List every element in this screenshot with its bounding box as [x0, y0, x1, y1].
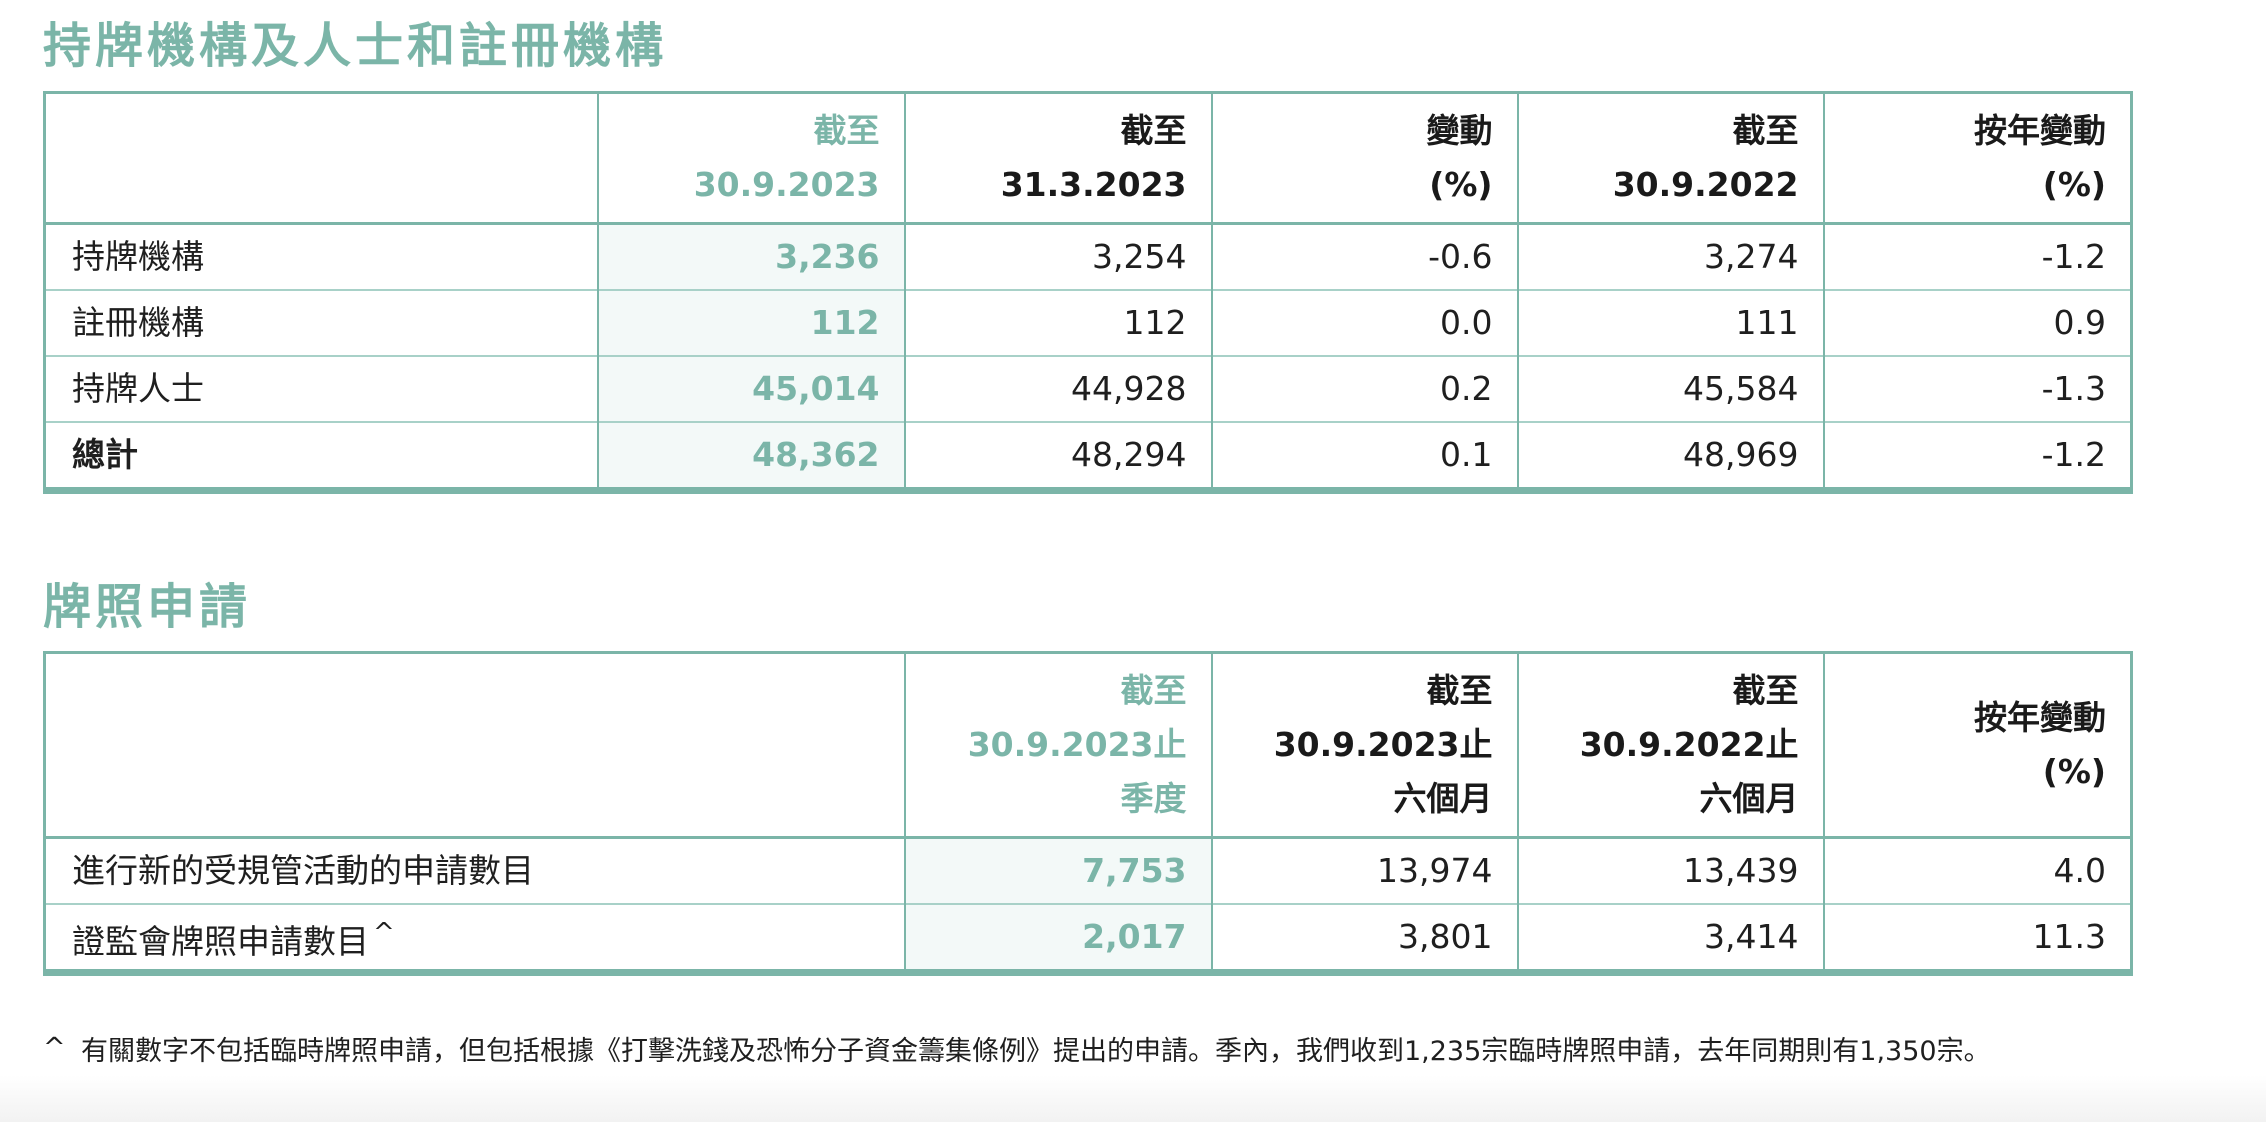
cell-value: 48,362: [596, 421, 905, 491]
cell-value: 0.1: [1210, 421, 1518, 491]
row-label: 註冊機構: [43, 289, 598, 356]
cell-value: -1.3: [1822, 355, 2132, 422]
table-header-row: 截至 30.9.2023 截至 31.3.2023 變動 (%) 截至 30.9…: [43, 92, 2132, 225]
cell-value: 45,584: [1516, 355, 1824, 422]
cell-value: 7,753: [903, 837, 1212, 904]
footnote-marker: ^: [43, 1032, 66, 1063]
row-label: 證監會牌照申請數目 ^: [43, 903, 905, 973]
licensing-applications-table: 截至 30.9.2023止 季度 截至 30.9.2023止 六個月 截至 30…: [43, 651, 2133, 976]
cell-value: 48,294: [903, 421, 1212, 491]
column-header-yoy-change-pct: 按年變動 (%): [1822, 652, 2132, 839]
cell-value: 3,274: [1516, 223, 1824, 290]
cell-value: 0.9: [1822, 289, 2132, 356]
footnote-marker: ^: [373, 917, 395, 948]
column-header-as-at-30-9-2023: 截至 30.9.2023: [596, 92, 905, 225]
column-header-yoy-change-pct: 按年變動 (%): [1822, 92, 2132, 225]
table-row: 進行新的受規管活動的申請數目 7,753 13,974 13,439 4.0: [43, 837, 2132, 904]
table-row: 證監會牌照申請數目 ^ 2,017 3,801 3,414 11.3: [43, 903, 2132, 973]
cell-value: -1.2: [1822, 421, 2132, 491]
section-title-licensees: 持牌機構及人士和註冊機構: [43, 18, 668, 74]
cell-value: 3,236: [596, 223, 905, 290]
cell-value: -1.2: [1822, 223, 2132, 290]
column-header-quarter-ended-30-9-2023: 截至 30.9.2023止 季度: [903, 652, 1212, 839]
cell-value: -0.6: [1210, 223, 1518, 290]
column-header-label: [43, 652, 905, 839]
cell-value: 2,017: [903, 903, 1212, 973]
cell-value: 3,801: [1210, 903, 1518, 973]
cell-value: 4.0: [1822, 837, 2132, 904]
table-header-row: 截至 30.9.2023止 季度 截至 30.9.2023止 六個月 截至 30…: [43, 652, 2132, 839]
footnote-text: 有關數字不包括臨時牌照申請，但包括根據《打擊洗錢及恐怖分子資金籌集條例》提出的申…: [81, 1036, 1991, 1067]
column-header-six-months-ended-30-9-2022: 截至 30.9.2022止 六個月: [1516, 652, 1824, 839]
cell-value: 3,254: [903, 223, 1212, 290]
section-title-licensing-applications: 牌照申請: [43, 579, 252, 635]
column-header-label: [43, 92, 598, 225]
cell-value: 112: [903, 289, 1212, 356]
table-row-total: 總計 48,362 48,294 0.1 48,969 -1.2: [43, 421, 2132, 491]
cell-value: 3,414: [1516, 903, 1824, 973]
cell-value: 13,974: [1210, 837, 1518, 904]
cell-value: 13,439: [1516, 837, 1824, 904]
column-header-change-pct: 變動 (%): [1210, 92, 1518, 225]
table-row: 持牌機構 3,236 3,254 -0.6 3,274 -1.2: [43, 223, 2132, 290]
cell-value: 111: [1516, 289, 1824, 356]
licensees-table: 截至 30.9.2023 截至 31.3.2023 變動 (%) 截至 30.9…: [43, 91, 2133, 494]
cell-value: 0.0: [1210, 289, 1518, 356]
table-row: 持牌人士 45,014 44,928 0.2 45,584 -1.3: [43, 355, 2132, 422]
column-header-six-months-ended-30-9-2023: 截至 30.9.2023止 六個月: [1210, 652, 1518, 839]
column-header-as-at-31-3-2023: 截至 31.3.2023: [903, 92, 1212, 225]
cell-value: 0.2: [1210, 355, 1518, 422]
row-label: 持牌機構: [43, 223, 598, 290]
cell-value: 11.3: [1822, 903, 2132, 973]
column-header-as-at-30-9-2022: 截至 30.9.2022: [1516, 92, 1824, 225]
row-label: 進行新的受規管活動的申請數目: [43, 837, 905, 904]
row-label-total: 總計: [43, 421, 598, 491]
cell-value: 112: [596, 289, 905, 356]
cell-value: 44,928: [903, 355, 1212, 422]
table-row: 註冊機構 112 112 0.0 111 0.9: [43, 289, 2132, 356]
row-label: 持牌人士: [43, 355, 598, 422]
footnote: ^ 有關數字不包括臨時牌照申請，但包括根據《打擊洗錢及恐怖分子資金籌集條例》提出…: [43, 1032, 2143, 1070]
cell-value: 45,014: [596, 355, 905, 422]
cell-value: 48,969: [1516, 421, 1824, 491]
